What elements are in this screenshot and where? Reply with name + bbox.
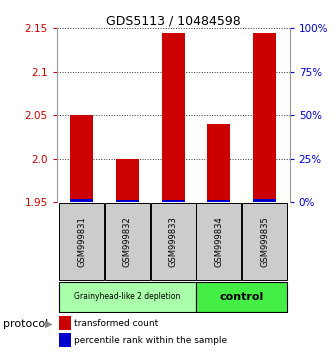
Text: GSM999832: GSM999832 [123,216,132,267]
FancyBboxPatch shape [242,203,287,280]
Bar [59,316,71,330]
Text: GSM999833: GSM999833 [168,216,178,267]
Title: GDS5113 / 10484598: GDS5113 / 10484598 [106,14,240,27]
FancyBboxPatch shape [59,203,104,280]
Bar [207,124,230,202]
FancyBboxPatch shape [59,282,196,312]
FancyBboxPatch shape [196,203,241,280]
Text: GSM999835: GSM999835 [260,216,269,267]
Bar [116,200,139,202]
Bar [70,199,93,202]
FancyBboxPatch shape [105,203,150,280]
Bar [207,200,230,202]
Text: GSM999834: GSM999834 [214,216,223,267]
FancyBboxPatch shape [196,282,287,312]
Bar [116,159,139,202]
Bar [162,200,184,202]
Text: ▶: ▶ [45,319,53,329]
Text: Grainyhead-like 2 depletion: Grainyhead-like 2 depletion [74,292,180,301]
Text: GSM999831: GSM999831 [77,216,86,267]
Bar [162,33,184,202]
Bar [59,333,71,347]
Bar [70,115,93,202]
Bar [253,199,276,202]
Text: percentile rank within the sample: percentile rank within the sample [74,336,227,345]
FancyBboxPatch shape [151,203,196,280]
Text: protocol: protocol [3,319,49,329]
Bar [253,33,276,202]
Text: control: control [219,292,264,302]
Text: transformed count: transformed count [74,319,159,328]
